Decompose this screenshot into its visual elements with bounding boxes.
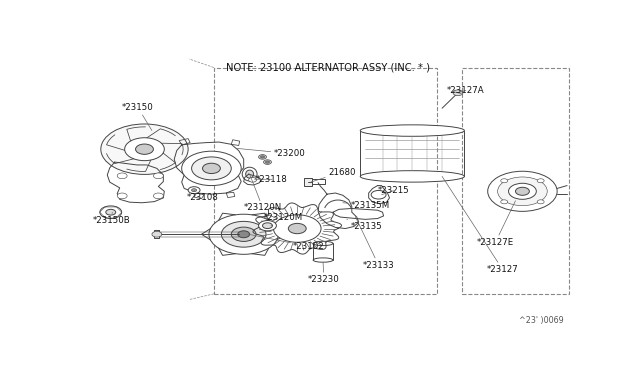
Circle shape [273,215,321,242]
Circle shape [101,124,188,174]
Text: *23127: *23127 [442,176,518,274]
Circle shape [266,161,269,163]
Circle shape [152,231,162,237]
Text: *23150B: *23150B [92,212,130,225]
Text: *23230: *23230 [308,262,340,284]
Circle shape [264,160,271,164]
Ellipse shape [242,167,257,181]
Circle shape [191,189,196,192]
Text: *23108: *23108 [187,190,218,202]
Circle shape [500,179,508,183]
Text: *23150: *23150 [122,103,154,131]
Ellipse shape [313,258,333,262]
Text: *23118: *23118 [255,175,288,184]
Bar [462,68,568,294]
Text: *23127E: *23127E [477,201,515,247]
Circle shape [371,190,386,199]
Circle shape [154,173,163,179]
Circle shape [259,155,266,159]
Circle shape [488,171,557,211]
Bar [214,68,437,294]
Circle shape [262,223,273,228]
Circle shape [182,151,241,186]
Circle shape [202,163,220,173]
Circle shape [237,231,250,238]
Circle shape [231,227,256,241]
Text: *23120M: *23120M [264,214,303,226]
Circle shape [500,200,508,204]
Circle shape [537,200,544,204]
Circle shape [136,144,154,154]
Text: *23133: *23133 [355,217,394,270]
Bar [304,179,312,186]
Text: *23120N: *23120N [244,174,282,212]
Bar [312,179,324,185]
Text: *23135M: *23135M [343,201,390,209]
Text: *23200: *23200 [236,148,305,158]
Circle shape [537,179,544,183]
Text: 21680: 21680 [310,168,355,182]
Text: *23127A: *23127A [447,86,484,95]
Text: *23215: *23215 [378,186,410,195]
Circle shape [259,221,276,231]
Circle shape [100,206,122,218]
Ellipse shape [313,241,333,246]
Text: NOTE: 23100 ALTERNATOR ASSY (INC. * ): NOTE: 23100 ALTERNATOR ASSY (INC. * ) [226,62,430,73]
Circle shape [209,214,278,254]
Circle shape [117,173,127,179]
Ellipse shape [246,170,253,178]
Circle shape [191,157,231,180]
Circle shape [453,90,463,96]
Circle shape [188,187,200,193]
Circle shape [154,193,163,199]
Circle shape [515,187,529,195]
Circle shape [498,177,547,206]
Text: ^23' )0069: ^23' )0069 [519,316,564,325]
Circle shape [125,138,164,161]
Circle shape [117,193,127,199]
Circle shape [260,156,264,158]
Circle shape [288,223,306,234]
Circle shape [106,209,116,215]
Circle shape [221,221,266,247]
Ellipse shape [360,171,465,182]
Circle shape [248,177,257,182]
Text: *23102: *23102 [249,234,325,251]
Text: *23135: *23135 [347,219,382,231]
Circle shape [509,183,536,199]
Ellipse shape [360,125,465,136]
